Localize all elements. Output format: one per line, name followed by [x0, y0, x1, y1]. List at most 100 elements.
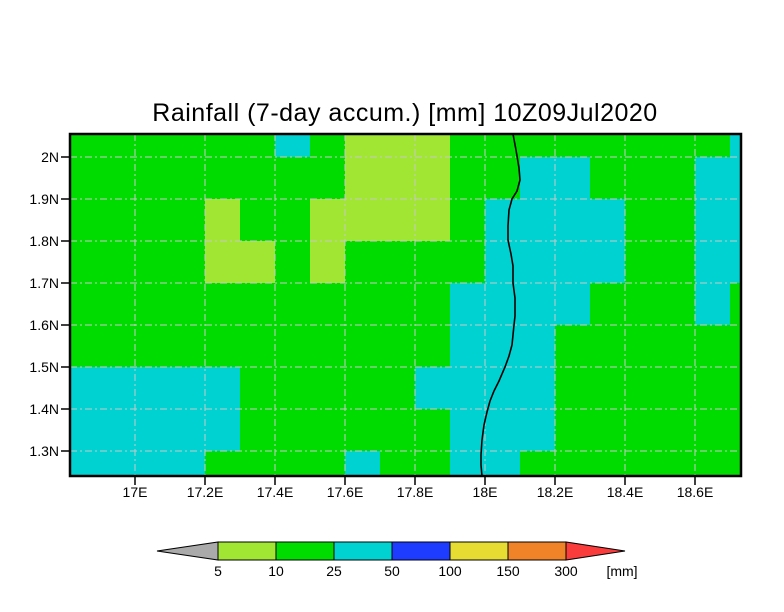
grid-cell: [100, 409, 135, 451]
x-tick-label: 17.4E: [257, 484, 294, 500]
grid-cell: [205, 367, 240, 409]
grid-cell: [695, 241, 730, 283]
grid-cell: [380, 241, 415, 283]
x-axis-ticks: [134, 477, 696, 485]
colorbar-label: 150: [496, 563, 520, 579]
grid-cell: [625, 241, 660, 283]
colorbar-segment: [391, 541, 451, 561]
grid-cell: [695, 325, 730, 367]
grid-cell: [520, 367, 555, 409]
x-tick-label: 18E: [473, 484, 498, 500]
grid-cell: [555, 367, 590, 409]
grid-cell: [380, 157, 415, 199]
grid-cell: [170, 325, 205, 367]
coastline: [480, 133, 521, 477]
grid-cell: [415, 157, 450, 199]
grid-cell: [240, 157, 275, 199]
grid-cell: [520, 409, 555, 451]
y-tick-label: 1.5N: [29, 359, 59, 375]
grid-cell: [730, 134, 741, 157]
grid-cell: [170, 199, 205, 241]
grid-cell: [625, 157, 660, 199]
grid-cell: [135, 157, 170, 199]
grid-cell: [555, 157, 590, 199]
grid-cell: [660, 157, 695, 199]
grid-cell: [310, 283, 345, 325]
grid-cell: [695, 199, 730, 241]
grid-cell: [590, 134, 625, 157]
grid-cell: [660, 451, 695, 476]
colorbar-label: 5: [214, 563, 222, 579]
grid-cell: [170, 367, 205, 409]
grid-cell: [555, 241, 590, 283]
grid-cell: [205, 409, 240, 451]
grid-cell: [380, 367, 415, 409]
grid-cell: [555, 199, 590, 241]
grid-cell: [450, 134, 485, 157]
grid-cell: [275, 241, 310, 283]
grid-cell: [135, 241, 170, 283]
grid-cell: [520, 283, 555, 325]
grid-cell: [100, 283, 135, 325]
grid-cell: [730, 325, 741, 367]
grid-cell: [415, 325, 450, 367]
grid-cell: [485, 199, 520, 241]
grid-cell: [520, 157, 555, 199]
colorbar-label: 100: [438, 563, 462, 579]
grid-cell: [590, 157, 625, 199]
grid-cell: [625, 409, 660, 451]
grid-cell: [310, 367, 345, 409]
grid-cell: [345, 283, 380, 325]
grid-cell: [485, 409, 520, 451]
grid-cell: [275, 409, 310, 451]
grid-cell: [660, 134, 695, 157]
grid-cell: [520, 241, 555, 283]
grid-cell: [170, 451, 205, 476]
grid-cell: [730, 409, 741, 451]
grid-cell: [100, 367, 135, 409]
grid-cell: [380, 199, 415, 241]
grid-cell: [660, 325, 695, 367]
grid-cell: [240, 283, 275, 325]
grid-cell: [170, 134, 205, 157]
x-tick-label: 17.6E: [327, 484, 364, 500]
x-tick-label: 18.4E: [607, 484, 644, 500]
grid-cell: [380, 134, 415, 157]
grid-cell: [695, 367, 730, 409]
colorbar-label: 50: [384, 563, 400, 579]
grid-cell: [625, 199, 660, 241]
colorbar-label: 25: [326, 563, 342, 579]
grid-cell: [240, 325, 275, 367]
colorbar-label: 10: [268, 563, 284, 579]
grid-cell: [380, 451, 415, 476]
grid-cell: [70, 451, 100, 476]
grid-cell: [485, 241, 520, 283]
grid-cell: [590, 409, 625, 451]
grid-cell: [240, 367, 275, 409]
chart-title: Rainfall (7-day accum.) [mm] 10Z09Jul202…: [152, 99, 657, 127]
grid-cell: [70, 367, 100, 409]
grid-cell: [450, 325, 485, 367]
grid-cell: [590, 199, 625, 241]
grid-cell: [240, 134, 275, 157]
colorbar-labels: 5 10 25 50 100 150 300 [mm]: [214, 563, 637, 579]
map-grid-cells: [70, 134, 741, 476]
grid-cell: [485, 134, 520, 157]
grid-cell: [380, 283, 415, 325]
grid-cell: [590, 241, 625, 283]
colorbar-segment: [217, 541, 277, 561]
grid-cell: [275, 199, 310, 241]
grid-cell: [415, 199, 450, 241]
grid-cell: [450, 367, 485, 409]
grid-cell: [415, 241, 450, 283]
grid-cell: [345, 157, 380, 199]
colorbar-segment: [275, 541, 335, 561]
y-tick-label: 1.8N: [29, 233, 59, 249]
grid-cell: [345, 241, 380, 283]
grid-cell: [275, 451, 310, 476]
grid-cell: [520, 451, 555, 476]
grid-cell: [275, 157, 310, 199]
grid-cell: [205, 134, 240, 157]
grid-cell: [100, 199, 135, 241]
